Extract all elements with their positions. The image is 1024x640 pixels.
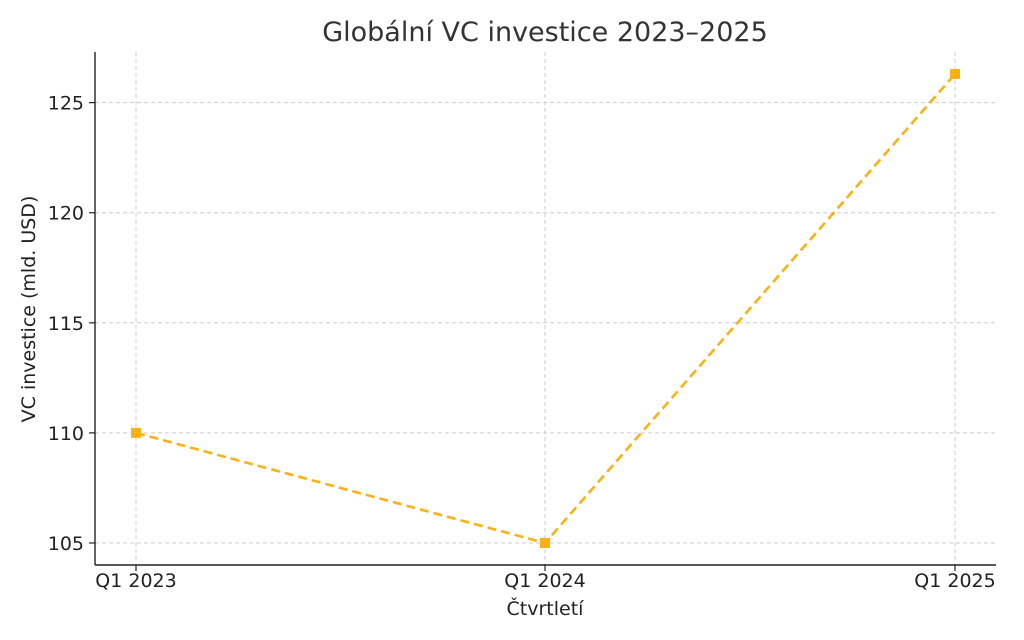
ticks: Q1 2023 Q1 2024 Q1 2025 105 110 115 120 125 [48, 93, 996, 592]
y-tick-label: 125 [48, 93, 84, 115]
x-tick-label: Q1 2023 [95, 570, 176, 592]
y-tick-label: 120 [48, 203, 84, 225]
y-tick-label: 115 [48, 313, 84, 335]
y-tick-label: 110 [48, 423, 84, 445]
chart-title: Globální VC investice 2023–2025 [322, 17, 768, 48]
data-point-marker [950, 69, 960, 80]
data-point-marker [540, 537, 550, 548]
y-tick-label: 105 [48, 533, 84, 555]
series [131, 69, 960, 548]
x-axis-label: Čtvrtletí [507, 596, 585, 620]
x-tick-label: Q1 2025 [914, 570, 995, 592]
grid [95, 52, 996, 565]
x-tick-label: Q1 2024 [504, 570, 585, 592]
data-point-marker [131, 427, 141, 438]
y-axis-label: VC investice (mld. USD) [18, 196, 40, 423]
